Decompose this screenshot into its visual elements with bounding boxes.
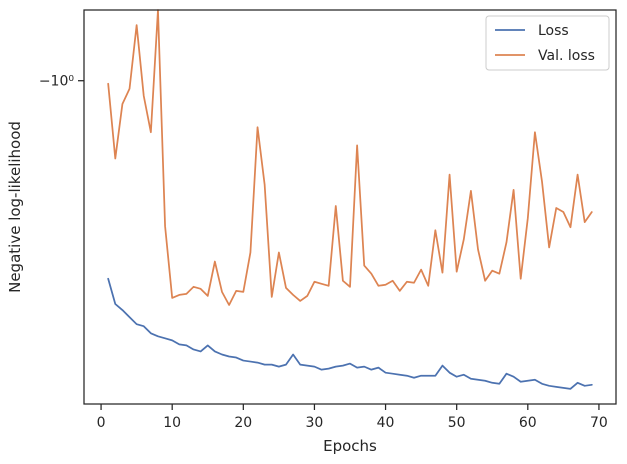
y-axis-label: Negative log-likelihood <box>6 121 24 293</box>
series-line-loss <box>107 277 593 390</box>
legend-label: Val. loss <box>538 48 595 64</box>
x-tick-label: 50 <box>448 415 466 431</box>
y-tick-label: −10⁰ <box>39 74 75 90</box>
x-tick-label: 40 <box>377 415 395 431</box>
x-axis-label: Epochs <box>323 437 377 455</box>
x-tick-label: 20 <box>234 415 252 431</box>
series-line-val-loss <box>107 9 593 306</box>
y-axis: −10⁰ <box>39 74 84 90</box>
x-tick-label: 30 <box>306 415 324 431</box>
legend-label: Loss <box>538 23 569 39</box>
x-tick-label: 70 <box>590 415 608 431</box>
x-tick-label: 0 <box>97 415 106 431</box>
x-axis: 0 10 20 30 40 50 60 70 <box>97 404 608 431</box>
series-layer <box>107 9 593 390</box>
legend: Loss Val. loss <box>485 15 610 71</box>
plot-background <box>84 10 616 404</box>
x-tick-label: 60 <box>519 415 537 431</box>
x-tick-label: 10 <box>163 415 181 431</box>
plot-frame <box>83 9 617 405</box>
